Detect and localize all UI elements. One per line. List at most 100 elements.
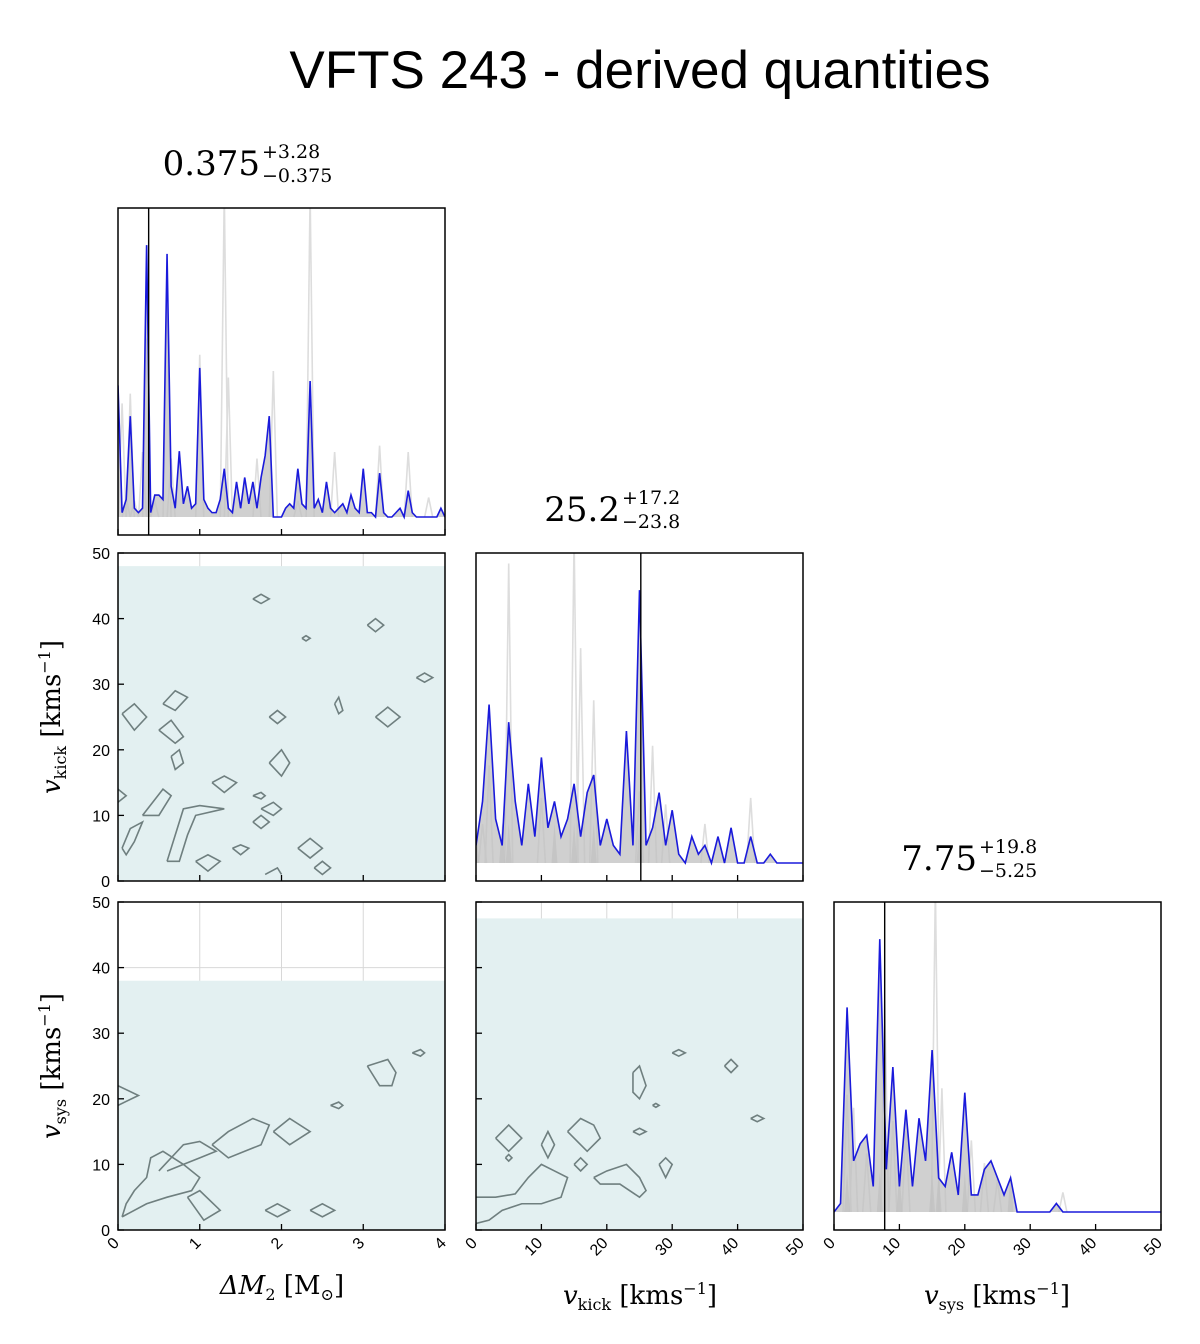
contour-line (264, 1202, 292, 1218)
x-tick-label: 30 (1010, 1235, 1035, 1260)
contour-line (301, 634, 312, 642)
histogram-fill (476, 590, 803, 863)
density-area-0 (118, 553, 445, 881)
contour-line (231, 844, 251, 856)
x-tick-label: 40 (718, 1235, 743, 1260)
y-tick-label: 50 (92, 895, 110, 912)
contour-line (671, 1048, 688, 1058)
histogram-line (834, 939, 1161, 1213)
contour-line (375, 706, 402, 728)
contour-line (252, 593, 271, 605)
y-tick-label: 0 (101, 874, 110, 891)
contour-line (723, 1058, 739, 1074)
contour-line (297, 837, 324, 860)
ghost-peak (223, 377, 234, 518)
contour-line (211, 775, 238, 794)
x-tick-label: 10 (522, 1235, 547, 1260)
param-title-plus: +17.2 (622, 487, 680, 509)
contour-line (593, 1163, 648, 1199)
contour-line (195, 853, 222, 873)
histogram-fill (118, 245, 445, 517)
x-axis-label-vkick: vkick [kms−1] (563, 1279, 717, 1314)
x-tick-label: 30 (652, 1235, 677, 1260)
param-title-value: 25.2 (544, 490, 620, 530)
ghost-peak (423, 497, 434, 518)
density-area-2 (476, 902, 803, 1230)
contour-line (272, 1117, 312, 1146)
x-tick-label: 40 (1076, 1235, 1101, 1260)
contour-line (366, 1058, 397, 1087)
param-title-value: 7.75 (901, 839, 977, 879)
param-title-minus: −0.375 (262, 165, 332, 187)
y-tick-label: 50 (92, 546, 110, 563)
x-tick-label: 1 (186, 1235, 204, 1253)
x-tick-label: 2 (268, 1235, 286, 1253)
contour-line (268, 709, 287, 725)
histogram-panel-2 (833, 901, 1162, 1231)
x-tick-label: 3 (350, 1235, 368, 1253)
ghost-peak (219, 208, 230, 518)
contour-line (540, 1129, 556, 1160)
contour-line (366, 617, 385, 633)
contour-line (186, 1189, 222, 1222)
x-axis-label-dm2: ΔM2 [M⊙] (219, 1271, 344, 1304)
param-title-minus: −5.25 (979, 860, 1037, 882)
histogram-area-2 (834, 902, 1161, 1213)
contour-line (476, 1163, 569, 1225)
contour-line (309, 1202, 337, 1218)
ghost-peak (937, 1088, 947, 1213)
ghost-peak (305, 208, 315, 518)
y-tick-label: 0 (101, 1223, 110, 1240)
y-tick-label: 40 (92, 961, 110, 978)
y-tick-label: 10 (92, 808, 110, 825)
density-panel-1 (117, 901, 446, 1231)
x-tick-label: 20 (587, 1235, 612, 1260)
contour-line (495, 1123, 523, 1153)
contour-line (158, 719, 185, 745)
contour-line (121, 820, 145, 857)
panel-frame (475, 552, 804, 882)
param-title-minus: −23.8 (622, 511, 680, 533)
contour-line (121, 1150, 201, 1218)
contour-line (264, 866, 283, 876)
param-title-1: 25.2 +17.2−23.8 (544, 487, 680, 533)
param-title-plus: +19.8 (979, 836, 1037, 858)
ghost-peak (575, 648, 586, 864)
ghost-peak (569, 553, 579, 864)
contour-line (166, 804, 225, 863)
histogram-line (118, 245, 445, 520)
contour-line (658, 1156, 674, 1180)
param-title-2: 7.75 +19.8−5.25 (901, 836, 1037, 882)
contour-line (121, 702, 148, 732)
contour-line (330, 1101, 345, 1110)
contour-line (211, 1117, 271, 1159)
x-axis-label-vsys: vsys [kms−1] (924, 1279, 1070, 1314)
contour-line (415, 672, 435, 684)
contour-line (118, 788, 128, 803)
histogram-area-1 (476, 553, 803, 866)
density-panel-2 (475, 901, 804, 1231)
contour-line (260, 801, 283, 817)
x-tick-label: 50 (1141, 1235, 1166, 1260)
x-tick-label: 4 (432, 1235, 450, 1253)
contour-line (252, 814, 271, 830)
density-background (118, 980, 445, 1230)
contour-line (412, 1048, 426, 1058)
param-title-0: 0.375 +3.28−0.375 (163, 141, 333, 187)
histogram-panel-0 (117, 207, 446, 536)
contour-line (750, 1114, 766, 1123)
ghost-peak (1058, 1192, 1068, 1213)
contour-line (313, 860, 332, 876)
contour-line (170, 748, 185, 771)
contour-line (333, 695, 344, 716)
panel-frame (475, 901, 804, 1231)
histogram-panel-1 (475, 552, 804, 882)
y-tick-label: 30 (92, 677, 110, 694)
y-tick-label: 10 (92, 1157, 110, 1174)
contour-line (118, 1084, 141, 1107)
x-tick-label: 10 (880, 1235, 905, 1260)
y-tick-label: 30 (92, 1026, 110, 1043)
contour-line (141, 788, 173, 817)
density-panel-0 (117, 552, 446, 882)
